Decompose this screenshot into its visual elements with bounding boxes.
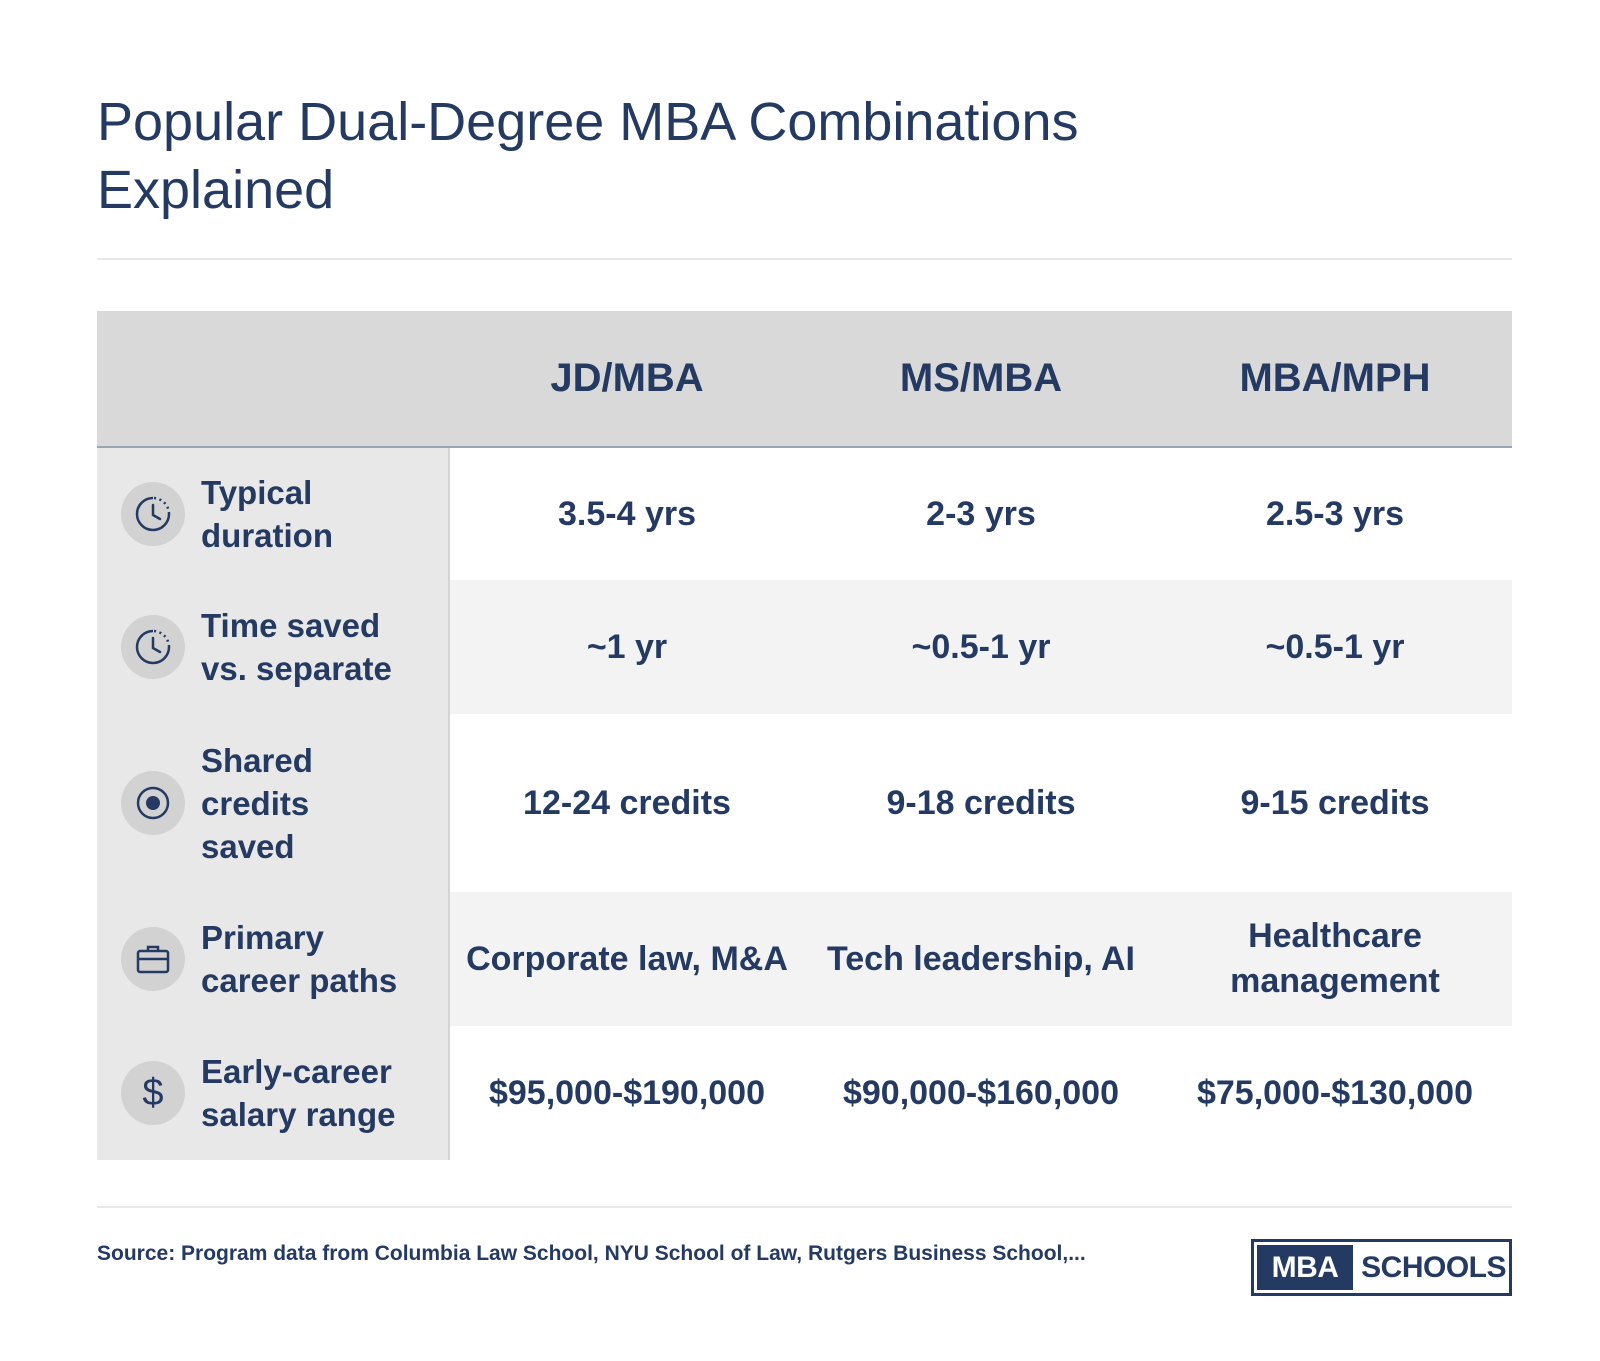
dollar-icon: $ — [121, 1061, 185, 1125]
source-note: Source: Program data from Columbia Law S… — [97, 1242, 1086, 1265]
briefcase-icon — [121, 927, 185, 991]
header-corner — [97, 311, 450, 446]
footer-divider — [97, 1206, 1512, 1208]
row-label: Time saved vs. separate — [201, 607, 392, 687]
row-label: Typical duration — [201, 474, 333, 554]
table-header: JD/MBA MS/MBA MBA/MPH — [97, 311, 1512, 448]
comparison-table: JD/MBA MS/MBA MBA/MPH Typical duration 3… — [97, 311, 1512, 1160]
row-label-cell: Time saved vs. separate — [97, 580, 450, 714]
row-label: Shared credits saved — [201, 741, 313, 865]
table-cell: 9-18 credits — [804, 714, 1158, 892]
column-header-mba-mph: MBA/MPH — [1239, 356, 1431, 400]
row-label: Early-career salary range — [201, 1053, 396, 1133]
row-label-cell: Shared credits saved — [97, 714, 450, 892]
table-cell: 3.5-4 yrs — [450, 448, 804, 580]
table-cell: 9-15 credits — [1158, 714, 1512, 892]
title-divider — [97, 258, 1512, 260]
table-cell: 2.5-3 yrs — [1158, 448, 1512, 580]
table-cell: Corporate law, M&A — [450, 892, 804, 1026]
brand-logo: MBA SCHOOLS — [1251, 1239, 1512, 1296]
row-label: Primary career paths — [201, 919, 398, 999]
logo-part-b: SCHOOLS — [1361, 1250, 1506, 1284]
clock-icon — [121, 482, 185, 546]
table-cell: Tech leadership, AI — [804, 892, 1158, 1026]
row-label-cell: Typical duration — [97, 448, 450, 580]
table-cell: ~1 yr — [450, 580, 804, 714]
table-row-career-paths: Primary career paths Corporate law, M&A … — [97, 892, 1512, 1026]
table-row-time-saved: Time saved vs. separate ~1 yr ~0.5-1 yr … — [97, 580, 1512, 714]
table-cell: ~0.5-1 yr — [804, 580, 1158, 714]
table-row-shared-credits: Shared credits saved 12-24 credits 9-18 … — [97, 714, 1512, 892]
column-header-jd-mba: JD/MBA — [550, 356, 704, 400]
row-label-cell: $ Early-career salary range — [97, 1026, 450, 1160]
logo-part-a: MBA — [1257, 1245, 1354, 1290]
table-cell: 12-24 credits — [450, 714, 804, 892]
column-header-ms-mba: MS/MBA — [899, 356, 1063, 400]
target-icon — [121, 771, 185, 835]
table-cell: ~0.5-1 yr — [1158, 580, 1512, 714]
table-cell: $90,000-$160,000 — [804, 1026, 1158, 1160]
row-label-cell: Primary career paths — [97, 892, 450, 1026]
table-cell: $95,000-$190,000 — [450, 1026, 804, 1160]
table-row-salary-range: $ Early-career salary range $95,000-$190… — [97, 1026, 1512, 1160]
table-cell: 2-3 yrs — [804, 448, 1158, 580]
page-title: Popular Dual-Degree MBA Combinations Exp… — [97, 92, 1079, 220]
clock-icon — [121, 615, 185, 679]
table-cell: Healthcare management — [1158, 892, 1512, 1026]
table-row-typical-duration: Typical duration 3.5-4 yrs 2-3 yrs 2.5-3… — [97, 448, 1512, 580]
table-cell: $75,000-$130,000 — [1158, 1026, 1512, 1160]
